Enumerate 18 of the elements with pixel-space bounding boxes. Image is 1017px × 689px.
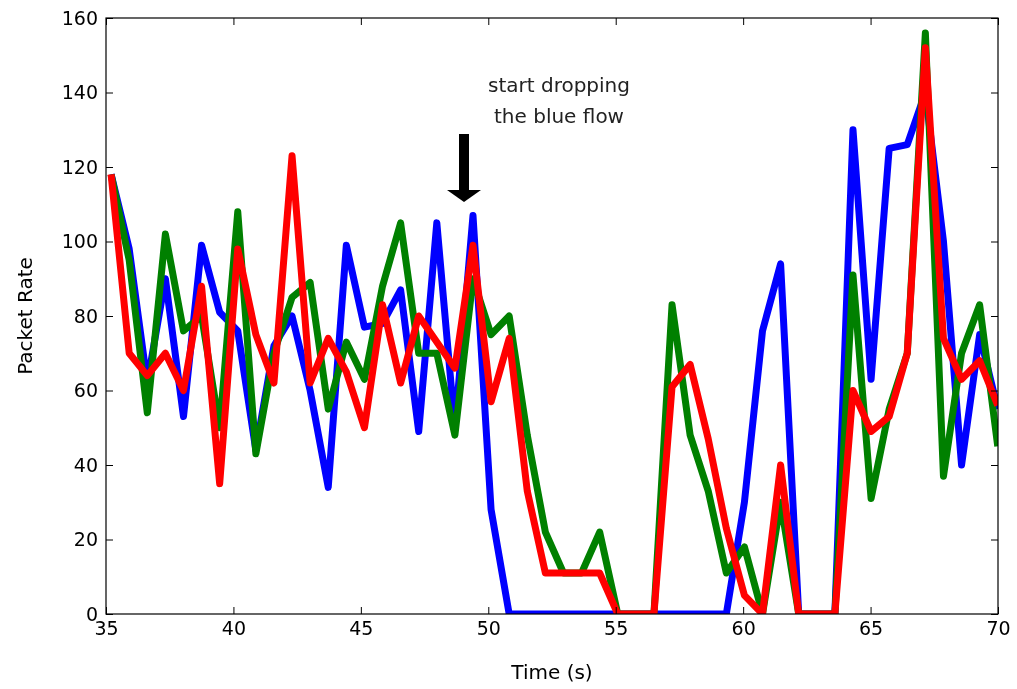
- x-tick-label: 70: [986, 617, 1011, 640]
- y-tick-label: 100: [61, 230, 98, 253]
- x-tick-label: 55: [604, 617, 629, 640]
- x-tick-label: 45: [349, 617, 374, 640]
- y-tick-label: 20: [73, 528, 98, 551]
- y-tick-label: 80: [73, 304, 98, 327]
- y-axis-title: Packet Rate: [13, 257, 37, 375]
- y-tick-label: 60: [73, 379, 98, 402]
- y-tick-label: 40: [73, 453, 98, 476]
- x-axis-title: Time (s): [510, 660, 593, 684]
- y-tick-label: 120: [61, 155, 98, 178]
- y-tick-label: 140: [61, 81, 98, 104]
- y-tick-label: 160: [61, 6, 98, 29]
- x-tick-label: 60: [731, 617, 756, 640]
- annotation: start dropping the blue flow: [488, 73, 630, 128]
- x-tick-label: 50: [476, 617, 501, 640]
- x-tick-label: 40: [221, 617, 247, 640]
- x-tick-label: 65: [858, 617, 884, 640]
